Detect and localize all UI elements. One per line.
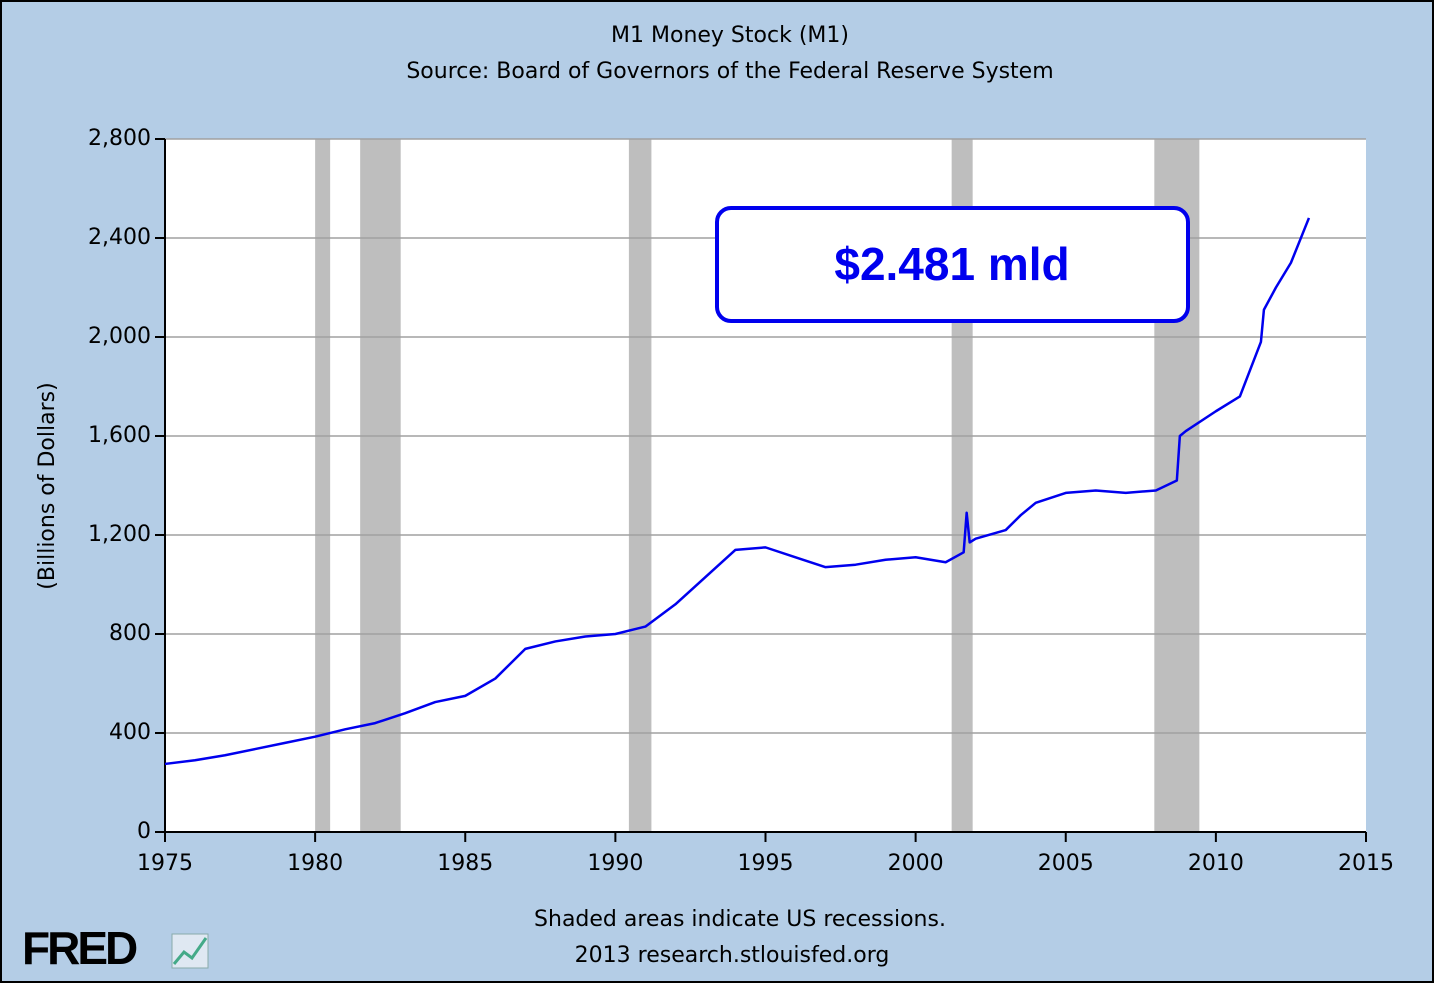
x-tick-label: 2005 xyxy=(1038,851,1094,876)
logo: FRED xyxy=(22,922,137,974)
recession-band xyxy=(628,139,652,832)
chart-title: M1 Money Stock (M1) xyxy=(611,23,849,48)
recession-band xyxy=(315,139,331,832)
y-axis-label: (Billions of Dollars) xyxy=(35,382,60,589)
x-tick-label: 1980 xyxy=(287,851,343,876)
x-tick-label: 1985 xyxy=(437,851,493,876)
x-tick-label: 2000 xyxy=(888,851,944,876)
data-line xyxy=(164,217,1311,766)
x-tick-label: 1995 xyxy=(738,851,794,876)
footer-note: Shaded areas indicate US recessions. xyxy=(534,907,946,932)
y-tick-label: 2,400 xyxy=(88,225,151,250)
y-tick-label: 1,600 xyxy=(88,423,151,448)
y-tick-label: 2,000 xyxy=(88,324,151,349)
x-tick-label: 1990 xyxy=(587,851,643,876)
chart-subtitle: Source: Board of Governors of the Federa… xyxy=(406,59,1053,84)
y-tick-label: 1,200 xyxy=(88,522,151,547)
x-tick-label: 1975 xyxy=(137,851,193,876)
y-tick-label: 2,800 xyxy=(88,126,151,151)
footer-source: 2013 research.stlouisfed.org xyxy=(575,943,890,968)
logo-icon xyxy=(171,933,209,969)
x-tick-label: 2010 xyxy=(1188,851,1244,876)
y-tick-label: 0 xyxy=(137,819,151,844)
annotation-box xyxy=(715,206,1190,323)
x-tick-label: 2015 xyxy=(1338,851,1394,876)
annotation: $2.481 mld xyxy=(834,238,1069,290)
y-tick-label: 400 xyxy=(109,720,151,745)
y-tick-label: 800 xyxy=(109,621,151,646)
recession-band xyxy=(360,139,401,832)
